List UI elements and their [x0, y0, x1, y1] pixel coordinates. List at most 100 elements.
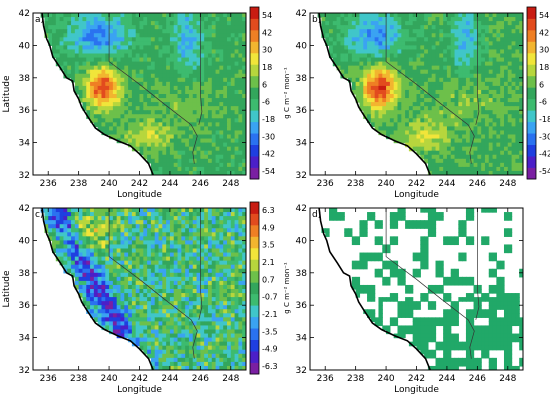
colorbar-tick-label: -54 — [262, 167, 275, 176]
colorbar-swatch — [527, 168, 536, 180]
colorbar-swatch — [250, 317, 259, 329]
colorbar-swatch — [250, 99, 259, 111]
x-tick-label: 238 — [347, 374, 364, 384]
panel-label: a) — [35, 15, 44, 25]
x-tick-label: 236 — [40, 179, 57, 189]
colorbar-unit-label: g C m⁻² mon⁻¹ — [283, 262, 291, 314]
y-tick-label: 32 — [19, 366, 30, 376]
colorbar-tick-label: 4.9 — [262, 223, 275, 232]
x-tick-label: 242 — [408, 179, 425, 189]
y-tick-label: 36 — [296, 106, 308, 116]
y-tick-label: 42 — [296, 204, 307, 214]
x-tick-label: 242 — [131, 374, 148, 384]
colorbar-swatch — [527, 76, 536, 88]
x-axis-label: Longitude — [117, 385, 162, 395]
colorbar-swatch — [250, 305, 259, 317]
colorbar-3: 6.34.93.52.10.7-0.7-2.1-3.5-4.9-6.3g C m… — [250, 202, 291, 374]
colorbar-swatch — [250, 7, 259, 19]
colorbar-swatch — [527, 110, 536, 122]
colorbar-tick-label: -18 — [262, 115, 275, 124]
colorbar-swatch — [250, 30, 259, 42]
y-tick-label: 40 — [296, 41, 308, 51]
x-tick-label: 238 — [347, 179, 364, 189]
x-tick-label: 244 — [438, 374, 455, 384]
panel-label: d) — [312, 210, 321, 220]
colorbar-swatch — [527, 145, 536, 157]
colorbar-tick-label: -6 — [539, 98, 547, 107]
colorbar-unit-label: g C m⁻² mon⁻¹ — [283, 67, 291, 119]
colorbar-swatch — [527, 156, 536, 168]
x-tick-label: 248 — [499, 374, 516, 384]
x-tick-label: 244 — [161, 374, 178, 384]
x-tick-label: 240 — [100, 374, 117, 384]
y-tick-label: 38 — [19, 269, 31, 279]
colorbar-swatch — [527, 122, 536, 134]
colorbar-tick-label: 18 — [262, 63, 272, 72]
panel-2-field — [318, 13, 524, 176]
x-tick-label: 244 — [438, 179, 455, 189]
y-tick-label: 40 — [296, 236, 308, 246]
x-tick-label: 246 — [192, 374, 209, 384]
panel-label: c) — [35, 210, 43, 220]
y-axis-label: Latitude — [2, 270, 12, 308]
y-tick-label: 38 — [296, 74, 308, 84]
colorbar-tick-label: -4.9 — [262, 345, 278, 354]
x-tick-label: 236 — [40, 374, 57, 384]
colorbar-tick-label: -6.3 — [262, 362, 278, 371]
colorbar-tick-label: 6 — [539, 80, 544, 89]
colorbar-tick-label: 42 — [262, 28, 272, 37]
colorbar-swatch — [250, 53, 259, 65]
colorbar-swatch — [250, 282, 259, 294]
colorbar-swatch — [527, 30, 536, 42]
x-tick-label: 240 — [377, 179, 394, 189]
x-tick-label: 248 — [499, 179, 516, 189]
colorbar-tick-label: 2.1 — [262, 258, 275, 267]
colorbar-tick-label: -18 — [539, 115, 550, 124]
colorbar-swatch — [250, 351, 259, 363]
x-tick-label: 236 — [317, 179, 334, 189]
y-tick-label: 32 — [296, 171, 307, 181]
y-tick-label: 34 — [19, 334, 31, 344]
y-tick-label: 42 — [19, 204, 30, 214]
x-tick-label: 240 — [377, 374, 394, 384]
colorbar-swatch — [527, 18, 536, 30]
colorbar-tick-label: 6 — [262, 80, 267, 89]
colorbar-swatch — [250, 156, 259, 168]
y-tick-label: 36 — [19, 301, 31, 311]
colorbar-swatch — [250, 340, 259, 352]
colorbar-swatch — [527, 53, 536, 65]
y-tick-label: 36 — [296, 301, 308, 311]
y-tick-label: 34 — [296, 139, 308, 149]
colorbar-swatch — [250, 213, 259, 225]
colorbar-tick-label: 30 — [539, 46, 549, 55]
colorbar-tick-label: -30 — [262, 132, 275, 141]
colorbar-tick-label: -42 — [262, 150, 275, 159]
colorbar-swatch — [527, 133, 536, 145]
x-tick-label: 246 — [469, 179, 486, 189]
y-tick-label: 38 — [19, 74, 31, 84]
x-axis-label: Longitude — [117, 190, 162, 200]
colorbar-swatch — [250, 145, 259, 157]
colorbar-swatch — [527, 64, 536, 76]
colorbar-swatch — [250, 122, 259, 134]
x-tick-label: 240 — [100, 179, 117, 189]
colorbar-swatch — [250, 202, 259, 214]
x-tick-label: 238 — [70, 179, 87, 189]
colorbar-tick-label: 18 — [539, 63, 549, 72]
colorbar-swatch — [527, 7, 536, 19]
panel-3-field — [41, 208, 247, 371]
colorbar-tick-label: 0.7 — [262, 275, 275, 284]
y-tick-label: 34 — [296, 334, 308, 344]
y-tick-label: 34 — [19, 139, 31, 149]
x-tick-label: 242 — [131, 179, 148, 189]
colorbar-swatch — [250, 133, 259, 145]
x-tick-label: 246 — [192, 179, 209, 189]
panel-1-field — [41, 13, 247, 176]
colorbar-tick-label: -0.7 — [262, 293, 278, 302]
x-tick-label: 246 — [469, 374, 486, 384]
colorbar-tick-label: -2.1 — [262, 310, 278, 319]
